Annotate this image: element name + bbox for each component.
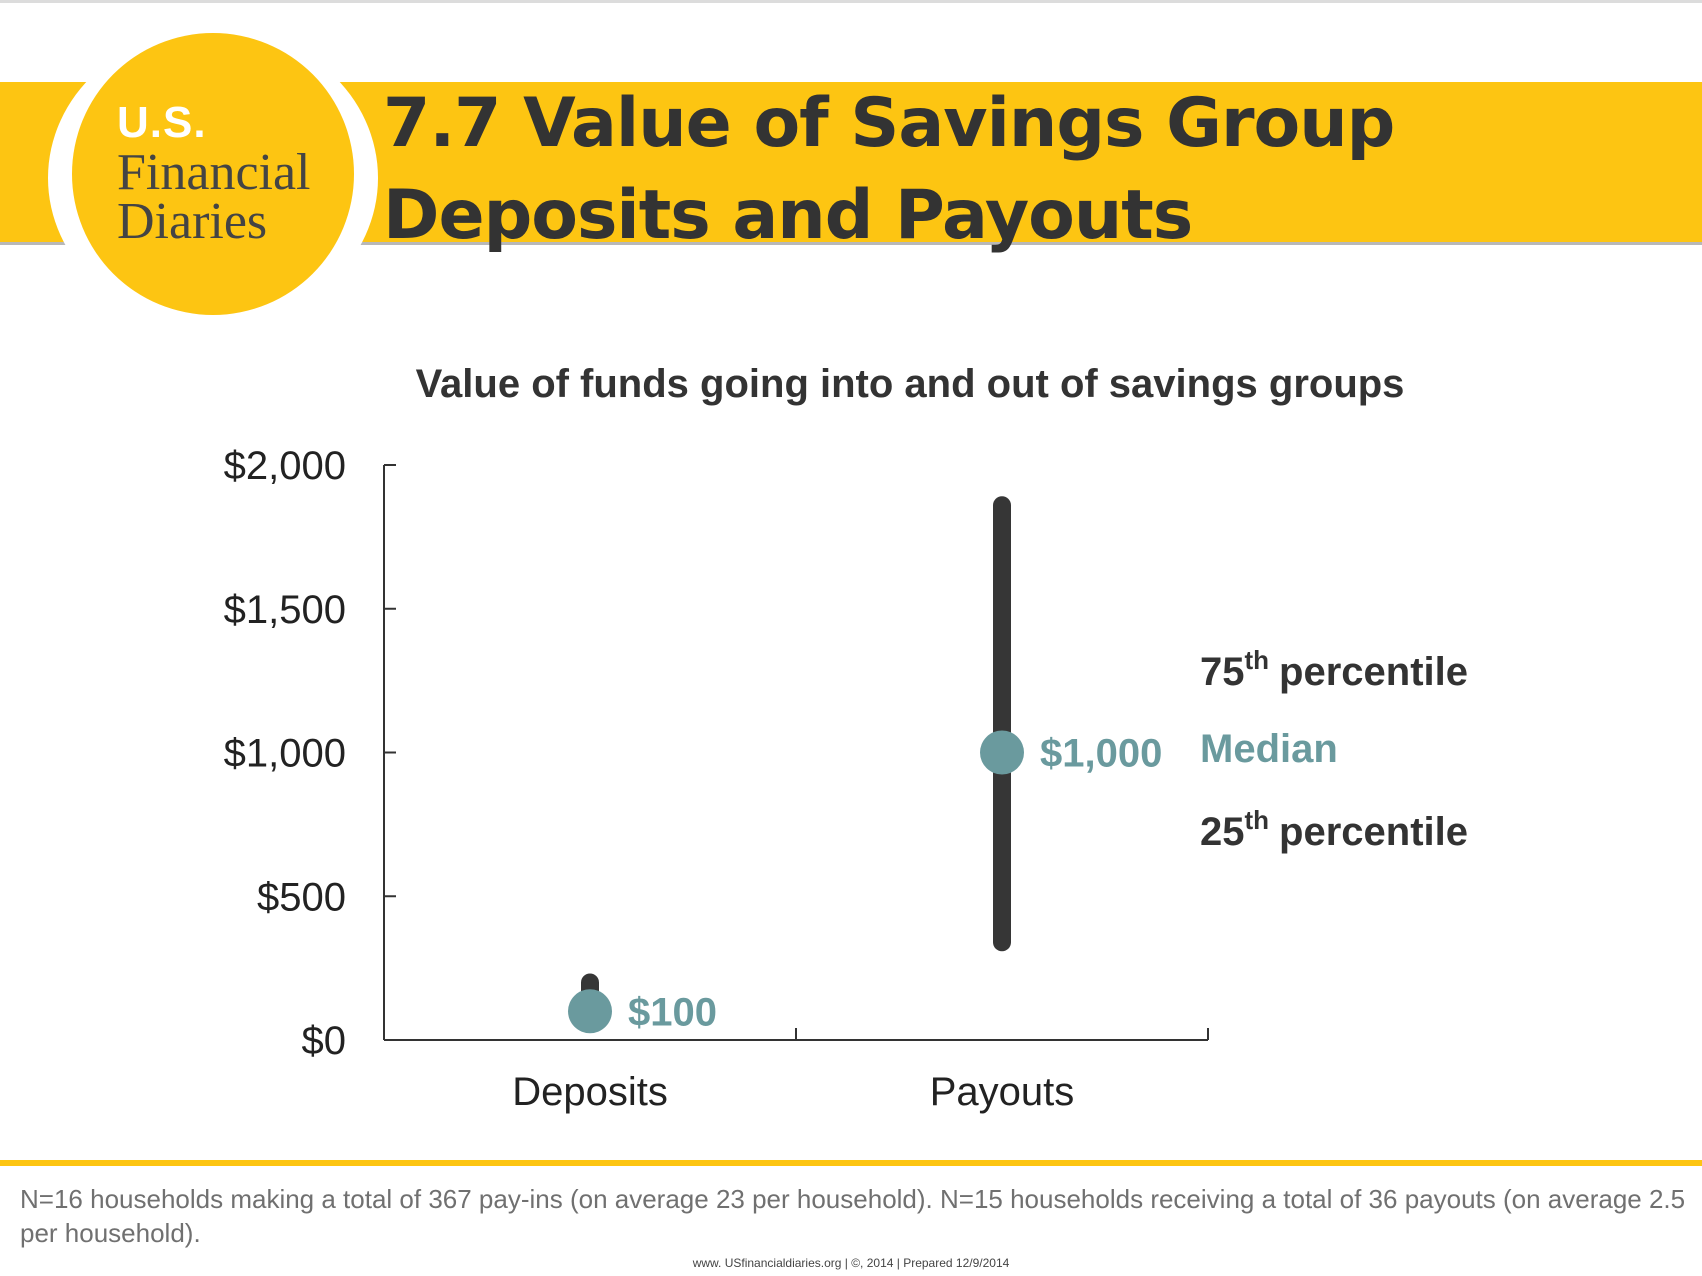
y-tick-label: $0 bbox=[302, 1019, 347, 1063]
chart-marks: $100 $1,000 bbox=[568, 496, 1162, 1034]
top-rule bbox=[0, 0, 1702, 3]
legend-number: 75 bbox=[1200, 650, 1245, 694]
y-tick-label: $500 bbox=[257, 875, 346, 919]
logo-circle bbox=[72, 33, 354, 315]
chart-axes: $0 $500 $1,000 $1,500 $2,000 Deposits Payouts bbox=[224, 444, 1209, 1114]
median-marker bbox=[568, 989, 612, 1034]
legend-text: Median bbox=[1200, 727, 1338, 771]
median-data-label: $100 bbox=[628, 990, 717, 1034]
page-title: 7.7 Value of Savings Group Deposits and … bbox=[383, 84, 1395, 255]
legend-superscript: th bbox=[1245, 805, 1270, 835]
footer-note: N=16 households making a total of 367 pa… bbox=[20, 1184, 1686, 1248]
legend-text: percentile bbox=[1279, 650, 1468, 694]
y-tick-label: $1,000 bbox=[224, 732, 346, 776]
legend-text: percentile bbox=[1279, 810, 1468, 854]
footer-credit: www. USfinancialdiaries.org | ©, 2014 | … bbox=[692, 1256, 1010, 1270]
legend-number: 25 bbox=[1200, 810, 1245, 854]
logo-us-text: U.S. bbox=[117, 98, 207, 147]
banner-underline bbox=[0, 242, 1702, 245]
legend-entry: 75th percentile bbox=[1200, 645, 1468, 694]
median-data-label: $1,000 bbox=[1040, 732, 1162, 776]
logo-financial-text: Financial bbox=[117, 144, 311, 201]
y-tick-label: $1,500 bbox=[224, 588, 346, 632]
y-tick-label: $2,000 bbox=[224, 444, 346, 488]
median-marker bbox=[980, 730, 1024, 775]
footer-rule bbox=[0, 1160, 1702, 1166]
logo-diaries-text: Diaries bbox=[117, 193, 268, 250]
x-tick-label: Deposits bbox=[512, 1070, 668, 1114]
legend-entry: 25th percentile bbox=[1200, 805, 1468, 854]
legend-entry: Median bbox=[1200, 727, 1338, 771]
chart-title: Value of funds going into and out of sav… bbox=[416, 362, 1405, 406]
legend-superscript: th bbox=[1245, 645, 1270, 675]
x-tick-label: Payouts bbox=[930, 1070, 1075, 1114]
